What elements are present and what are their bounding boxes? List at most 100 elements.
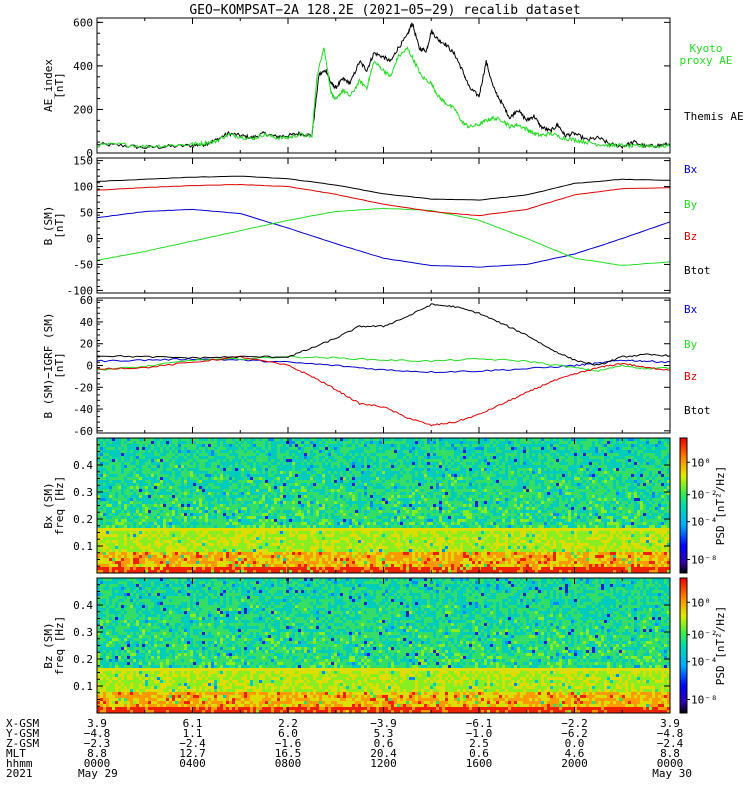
series-line-bz — [96, 183, 671, 217]
ephemeris-value: 8.8 — [660, 747, 680, 760]
y-tick-label: 400 — [73, 60, 93, 73]
y-tick-label: 200 — [73, 103, 93, 116]
ephemeris-value: May 30 — [652, 767, 692, 780]
colorbar-tick-label: 10⁰ — [691, 456, 711, 469]
ephemeris-value: 0400 — [179, 757, 206, 770]
ephemeris-value: 20.4 — [370, 747, 397, 760]
axes-frame — [96, 157, 671, 294]
ephemeris-value: 1200 — [370, 757, 397, 770]
y-tick-label: 40 — [80, 316, 93, 329]
panel-db: Bx By Bz Btot -60 -40 -20 0 20 40 60 B (SM)−IGRF (S… — [42, 294, 711, 438]
y-axis-label: [nT] — [53, 352, 66, 379]
ephemeris-value: 12.7 — [179, 747, 206, 760]
ephemeris-row-label: X-GSM — [6, 717, 39, 730]
series-line-kyoto-proxy-ae — [96, 46, 671, 150]
y-axis-label: B (SM)−IGRF (SM) — [42, 313, 55, 419]
y-tick-label: 0 — [86, 360, 93, 373]
colorbar-tick-label: 10⁻² — [691, 629, 718, 642]
y-axis-label: [nT] — [53, 72, 66, 99]
ephemeris-value: 2.2 — [278, 717, 298, 730]
y-tick-label: 0.2 — [73, 513, 93, 526]
series-line-themis-ae — [96, 22, 671, 150]
ephemeris-value: −4.8 — [657, 727, 684, 740]
y-tick-label: -60 — [73, 425, 93, 438]
y-axis-label: Bx (SM) — [42, 482, 55, 528]
y-axis-label: B (SM) — [42, 206, 55, 246]
ephemeris-value: −2.4 — [657, 737, 684, 750]
legend-by: By — [684, 198, 698, 211]
ephemeris-value: 8.8 — [87, 747, 107, 760]
ephemeris-row-label: Y-GSM — [6, 727, 39, 740]
ephemeris-value: 3.9 — [660, 717, 680, 730]
y-tick-label: -40 — [73, 403, 93, 416]
colorbar-tick-label: 10⁻⁸ — [691, 694, 718, 707]
ephemeris-value: −3.9 — [370, 717, 397, 730]
colorbar-tick-label: 10⁰ — [691, 596, 711, 609]
ephemeris-value: 0000 — [657, 757, 684, 770]
panel-bx_psd: 10⁰ 10⁻² 10⁻⁴ 10⁻⁸ PSD [nT²/Hz] 0.1 0.2 0.3 0.4 B… — [42, 437, 727, 574]
legend-bz: Bz — [684, 230, 697, 243]
ephemeris-value: −2.3 — [84, 737, 111, 750]
legend-btot: Btot — [684, 264, 711, 277]
series-line-btot — [96, 303, 671, 366]
ephemeris-value: 6.1 — [183, 717, 203, 730]
y-tick-label: -20 — [73, 381, 93, 394]
y-axis-label: AE_index — [42, 59, 55, 112]
ephemeris-row-label: Z-GSM — [6, 737, 39, 750]
colorbar-tick-label: 10⁻⁸ — [691, 554, 718, 567]
ephemeris-value: −1.0 — [466, 727, 493, 740]
y-tick-label: 600 — [73, 16, 93, 29]
legend-bz: Bz — [684, 370, 697, 383]
ephemeris-row-label: MLT — [6, 747, 26, 760]
y-tick-label: -50 — [73, 258, 93, 271]
ephemeris-value: −1.6 — [275, 737, 302, 750]
colorbar-label: PSD [nT²/Hz] — [714, 466, 727, 545]
series-line-bx — [96, 208, 671, 268]
y-tick-label: 50 — [80, 207, 93, 220]
panel-bz_psd: 10⁰ 10⁻² 10⁻⁴ 10⁻⁸ PSD [nT²/Hz] 0.1 0.2 0.3 0.4 B… — [42, 577, 727, 714]
y-axis-label: freq [Hz] — [53, 476, 66, 536]
y-tick-label: 0 — [86, 232, 93, 245]
ephemeris-table: X-GSMY-GSMZ-GSMMLThhmm20213.9−4.8−2.38.8… — [6, 717, 692, 780]
colorbar-label: PSD [nT²/Hz] — [714, 606, 727, 685]
y-tick-label: 0 — [86, 147, 93, 160]
ephemeris-value: 2000 — [561, 757, 588, 770]
ephemeris-value: 0800 — [275, 757, 302, 770]
ephemeris-value: 0.0 — [565, 737, 585, 750]
legend-bx: Bx — [684, 163, 698, 176]
ephemeris-value: 0.6 — [469, 747, 489, 760]
y-tick-label: -100 — [67, 284, 94, 297]
colorbar-tick-label: 10⁻⁴ — [691, 516, 718, 529]
ephemeris-value: 6.0 — [278, 727, 298, 740]
y-tick-label: 0.2 — [73, 653, 93, 666]
legend-by: By — [684, 338, 698, 351]
ephemeris-value: 16.5 — [275, 747, 302, 760]
ephemeris-value: 1600 — [466, 757, 493, 770]
ephemeris-row-label: hhmm — [6, 757, 33, 770]
ephemeris-value: 2.5 — [469, 737, 489, 750]
ephemeris-value: −2.2 — [561, 717, 588, 730]
y-tick-label: 0.3 — [73, 486, 93, 499]
ephemeris-value: −4.8 — [84, 727, 111, 740]
ephemeris-value: 4.6 — [565, 747, 585, 760]
figure-title: GEO−KOMPSAT−2A 128.2E (2021−05−29) recal… — [189, 3, 580, 18]
ephemeris-value: 0000 — [84, 757, 111, 770]
ephemeris-value: −6.2 — [561, 727, 588, 740]
spectrogram-bz_psd — [97, 578, 670, 713]
y-tick-label: 0.1 — [73, 540, 93, 553]
series-line-bz — [96, 355, 671, 427]
y-axis-label: [nT] — [53, 212, 66, 239]
series-line-btot — [96, 175, 670, 201]
colorbar-bz_psd — [679, 577, 688, 714]
legend-btot: Btot — [684, 404, 711, 417]
axes-frame — [96, 17, 671, 154]
colorbar-tick-label: 10⁻⁴ — [691, 656, 718, 669]
panel-ae: Kyoto proxy AE Themis AE 0 200 400 600 AE_index… — [42, 16, 744, 160]
series-line-by — [96, 207, 671, 266]
ephemeris-value: 0.6 — [374, 737, 394, 750]
ephemeris-value: 1.1 — [183, 727, 203, 740]
legend-bx: Bx — [684, 303, 698, 316]
y-axis-label: freq [Hz] — [53, 616, 66, 676]
ephemeris-value: −2.4 — [179, 737, 206, 750]
legend-themis: Themis AE — [684, 110, 744, 123]
